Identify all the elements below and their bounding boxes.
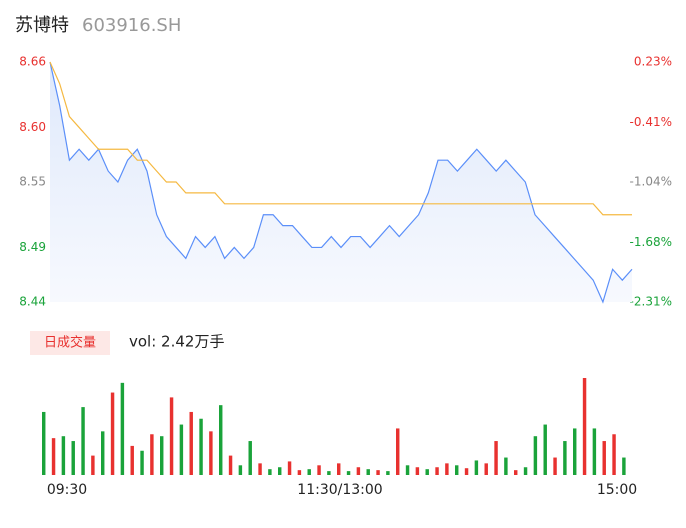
volume-bar — [405, 465, 410, 475]
volume-bar — [120, 382, 125, 475]
volume-bar — [307, 469, 311, 475]
x-tick-label: 11:30/13:00 — [297, 482, 382, 498]
volume-bar — [376, 470, 380, 475]
volume-bar — [248, 441, 252, 475]
volume-bar — [258, 463, 262, 475]
volume-bar — [91, 455, 95, 475]
volume-bar — [396, 428, 400, 475]
volume-bar — [199, 418, 203, 475]
volume-bar — [71, 441, 75, 475]
volume-bar — [592, 428, 597, 475]
y2-tick-label: -2.31% — [630, 295, 672, 309]
volume-bar — [602, 441, 606, 475]
volume-bar — [81, 407, 85, 475]
volume-bar — [474, 460, 479, 475]
y-tick-label: 8.55 — [19, 175, 46, 189]
y2-tick-label: -1.04% — [630, 175, 672, 189]
stock-name: 苏博特 — [15, 15, 69, 36]
volume-bar — [612, 434, 616, 475]
volume-bar — [582, 378, 587, 475]
average-line — [49, 61, 632, 216]
volume-bar — [533, 436, 538, 475]
volume-bar — [101, 431, 105, 475]
price-area — [50, 62, 632, 302]
volume-bar — [553, 457, 557, 475]
volume-bar — [228, 455, 233, 475]
volume-bar — [209, 431, 213, 475]
volume-bar — [523, 467, 528, 475]
y2-tick-label: 0.23% — [634, 55, 672, 69]
x-tick-label: 09:30 — [47, 482, 87, 498]
volume-bar — [278, 467, 282, 475]
y-tick-label: 8.44 — [19, 295, 46, 309]
volume-bar — [189, 411, 193, 475]
price-line — [49, 61, 633, 304]
volume-bar — [150, 434, 154, 475]
volume-bar — [130, 445, 134, 475]
volume-bar — [238, 465, 243, 475]
volume-bar — [327, 471, 331, 475]
x-tick-label: 15:00 — [597, 482, 637, 498]
volume-bar — [484, 463, 488, 475]
volume-bar — [287, 461, 292, 475]
volume-bar — [356, 467, 361, 475]
y-tick-label: 8.66 — [19, 55, 46, 69]
volume-bar — [504, 457, 508, 475]
volume-bar — [425, 469, 429, 475]
volume-bar — [563, 441, 567, 475]
volume-bar — [51, 438, 56, 475]
volume-bar — [160, 436, 164, 475]
volume-bar — [297, 470, 302, 475]
volume-bar — [573, 428, 577, 475]
volume-bar — [337, 463, 341, 475]
volume-bar — [455, 465, 459, 475]
y2-tick-label: -1.68% — [630, 235, 672, 249]
label-box — [30, 331, 110, 355]
volume-bar — [494, 441, 498, 475]
volume-bar — [179, 424, 184, 475]
volume-bar — [464, 468, 469, 475]
y2-tick-label: -0.41% — [630, 115, 672, 129]
stock-code: 603916.SH — [82, 15, 181, 36]
volume-bar — [169, 397, 174, 475]
volume-bar — [366, 469, 370, 475]
volume-bar — [543, 424, 547, 475]
volume-bar — [622, 457, 626, 475]
volume-bar — [219, 405, 223, 475]
volume-bar — [140, 450, 144, 475]
volume-bar — [415, 467, 420, 475]
y-tick-label: 8.60 — [19, 120, 46, 134]
volume-label: 日成交量 — [44, 335, 96, 351]
y-tick-label: 8.49 — [19, 240, 46, 254]
volume-bar — [61, 436, 66, 475]
volume-bar — [346, 471, 351, 475]
volume-bar — [110, 392, 115, 475]
volume-bar — [317, 465, 321, 475]
volume-summary: vol: 2.42万手 — [129, 333, 224, 351]
volume-bar — [435, 467, 439, 475]
volume-bar — [268, 469, 272, 475]
volume-bar — [445, 463, 449, 475]
volume-bar — [514, 470, 518, 475]
volume-bar — [386, 471, 390, 475]
volume-bar — [42, 411, 46, 475]
